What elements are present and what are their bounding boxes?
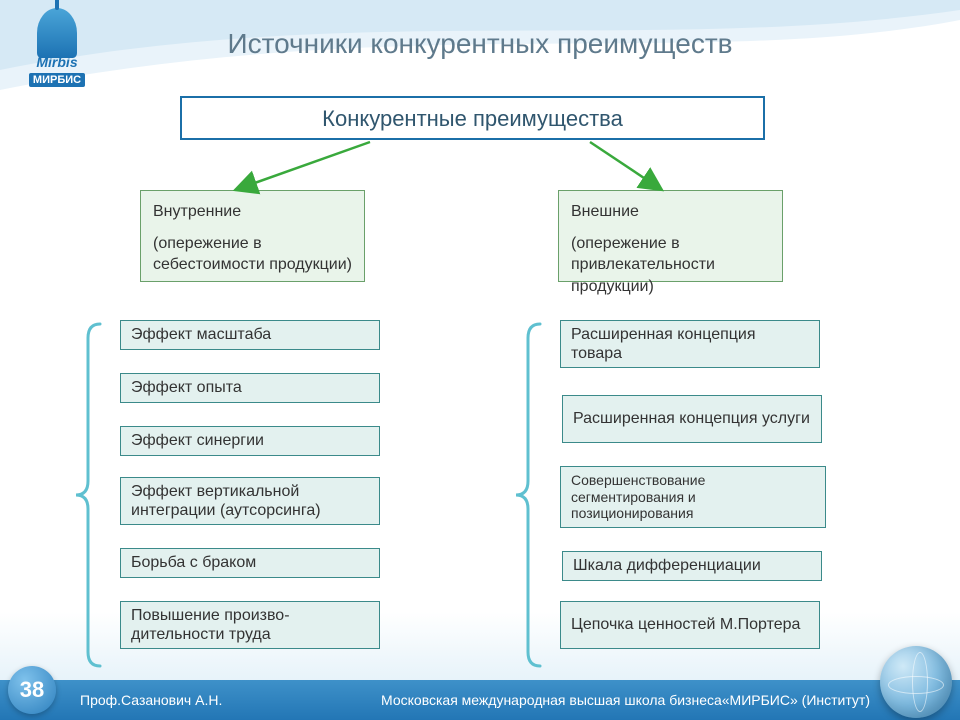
item-right-3: Шкала дифференциации bbox=[562, 551, 822, 581]
footer-bar: Проф.Сазанович А.Н. Московская междунаро… bbox=[0, 680, 960, 720]
brace-left-icon bbox=[74, 320, 104, 670]
item-left-0: Эффект масштаба bbox=[120, 320, 380, 350]
item-left-2: Эффект синергии bbox=[120, 426, 380, 456]
item-right-2: Совершенствование сегментирования и пози… bbox=[560, 466, 826, 528]
category-external-title: Внешние bbox=[571, 201, 770, 223]
category-internal: Внутренние (опережение в себестоимости п… bbox=[140, 190, 365, 282]
item-right-1: Расширенная концепция услуги bbox=[562, 395, 822, 443]
logo-block: МИРБИС bbox=[29, 73, 85, 87]
footer-institution: Московская международная высшая школа би… bbox=[381, 692, 870, 708]
item-left-4: Борьба с браком bbox=[120, 548, 380, 578]
item-left-5: Повышение произво-дительности труда bbox=[120, 601, 380, 649]
slide-title: Источники конкурентных преимуществ bbox=[0, 28, 960, 60]
item-right-0: Расширенная концепция товара bbox=[560, 320, 820, 368]
item-left-3: Эффект вертикальной интеграции (аутсорси… bbox=[120, 477, 380, 525]
diagram-header: Конкурентные преимущества bbox=[180, 96, 765, 140]
category-external: Внешние (опережение в привлекательности … bbox=[558, 190, 783, 282]
category-internal-title: Внутренние bbox=[153, 201, 352, 223]
item-right-4: Цепочка ценностей М.Портера bbox=[560, 601, 820, 649]
footer-prof: Проф.Сазанович А.Н. bbox=[80, 692, 222, 708]
item-left-1: Эффект опыта bbox=[120, 373, 380, 403]
globe-icon bbox=[880, 646, 952, 718]
slide-number: 38 bbox=[8, 666, 56, 714]
category-internal-subtitle: (опережение в себестоимости продукции) bbox=[153, 233, 352, 276]
category-external-subtitle: (опережение в привлекательности продукци… bbox=[571, 233, 770, 298]
brace-right-icon bbox=[514, 320, 544, 670]
